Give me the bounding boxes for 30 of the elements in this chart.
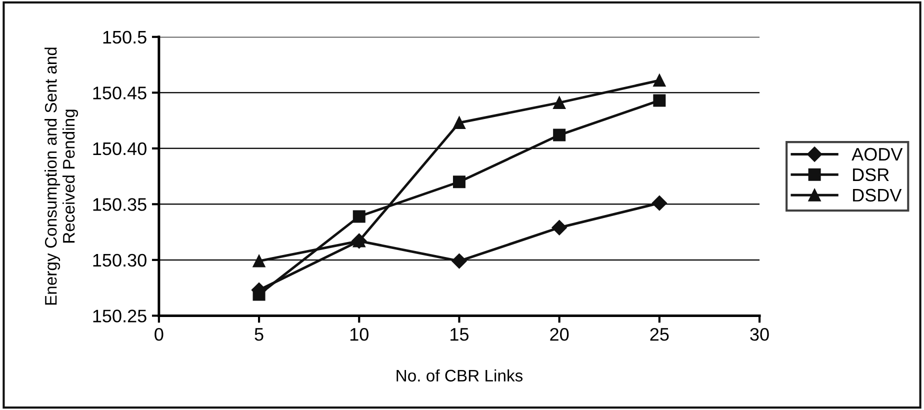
x-tick-label: 10 — [350, 328, 368, 341]
x-axis-title: No. of CBR Links — [396, 369, 523, 382]
x-tick-label: 25 — [650, 328, 669, 341]
y-tick-label: 150.5 — [103, 30, 146, 44]
y-axis-title: Energy Consumption and Sent and Received Pending — [44, 48, 78, 305]
x-tick-label: 5 — [254, 328, 264, 341]
x-tick-label: 30 — [750, 328, 769, 341]
y-tick-label: 150.35 — [93, 198, 146, 211]
point — [552, 220, 567, 236]
point — [653, 94, 666, 107]
point — [252, 254, 266, 268]
point — [352, 210, 366, 223]
y-tick-label: 150.30 — [93, 254, 146, 267]
y-tick-label: 150.40 — [93, 142, 146, 156]
x-tick-label: 0 — [154, 328, 164, 341]
point — [652, 195, 667, 211]
x-tick-label: 20 — [550, 328, 569, 341]
point — [452, 176, 466, 188]
point — [553, 128, 566, 142]
point — [653, 74, 666, 87]
legend-label: DSR — [853, 168, 889, 182]
point — [452, 116, 466, 130]
point — [252, 288, 266, 301]
legend-label: DSDV — [853, 188, 902, 202]
y-tick-label: 150.25 — [93, 310, 146, 322]
y-tick-label: 150.45 — [93, 86, 146, 100]
point — [452, 253, 467, 269]
legend-label: AODV — [852, 148, 903, 161]
point — [553, 96, 566, 109]
x-tick-label: 15 — [450, 328, 469, 341]
